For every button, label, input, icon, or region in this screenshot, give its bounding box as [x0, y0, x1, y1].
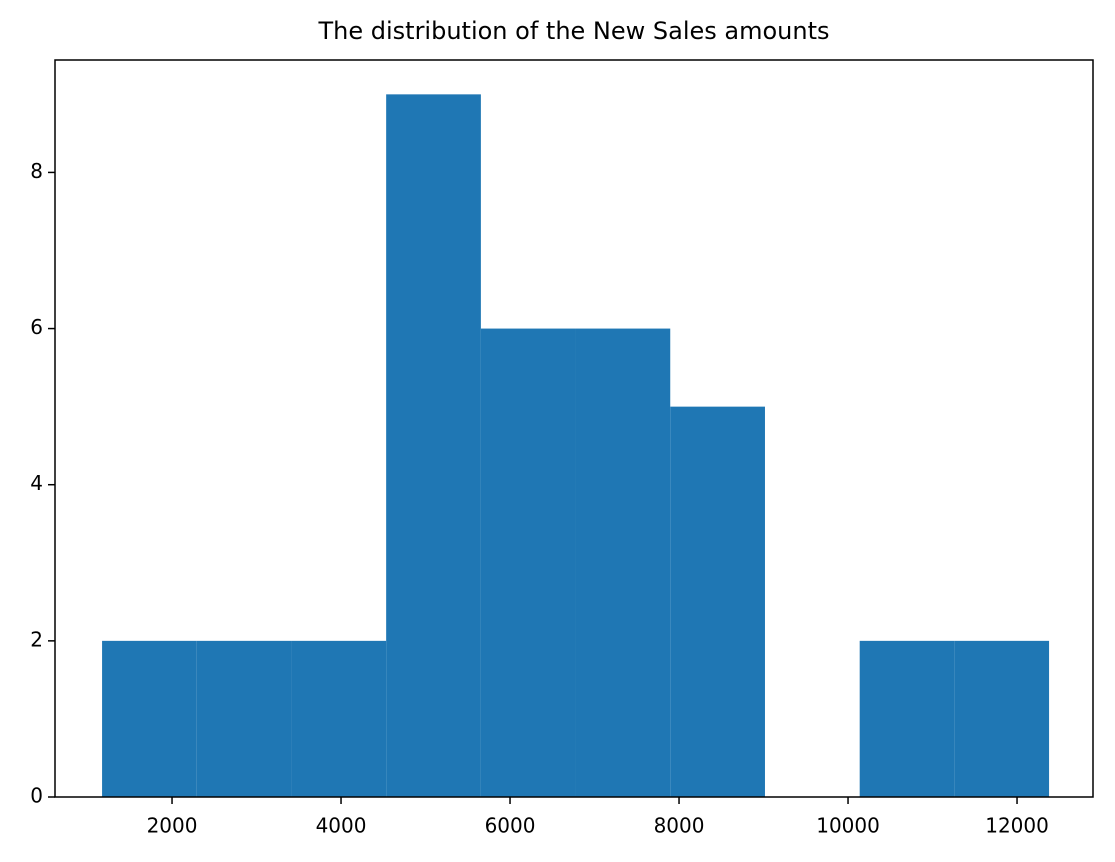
x-tick-label: 2000 [147, 814, 198, 838]
y-tick-label: 4 [30, 471, 43, 495]
bar [670, 406, 765, 797]
axes-frame [54, 59, 1094, 798]
bar [575, 328, 671, 797]
bar [480, 328, 576, 797]
x-tick-label: 6000 [485, 814, 536, 838]
x-tick-label: 12000 [985, 814, 1049, 838]
y-tick-label: 0 [30, 784, 43, 808]
y-tick-label: 6 [30, 315, 43, 339]
bar [291, 640, 387, 797]
bar [954, 640, 1050, 797]
bar [196, 640, 292, 797]
bar [102, 640, 197, 797]
chart-title: The distribution of the New Sales amount… [317, 17, 829, 45]
x-tick-label: 10000 [816, 814, 880, 838]
bar [859, 640, 955, 797]
bar [386, 94, 481, 798]
y-tick-label: 8 [30, 159, 43, 183]
x-tick-label: 8000 [654, 814, 705, 838]
x-tick-label: 4000 [316, 814, 367, 838]
y-tick-label: 2 [30, 627, 43, 651]
